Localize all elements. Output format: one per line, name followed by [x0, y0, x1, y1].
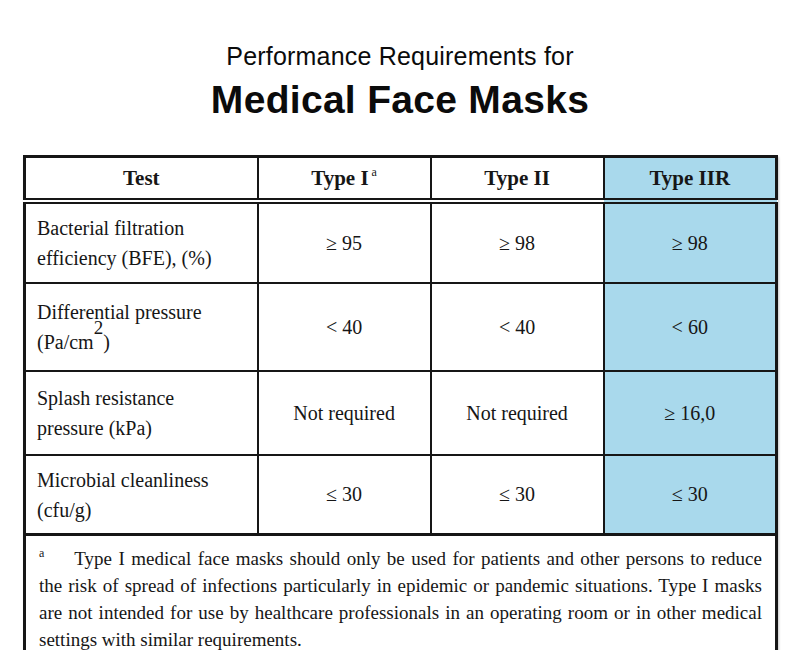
requirements-table: Test Type I a Type II Type IIR Bacterial … [23, 155, 778, 650]
footnote-row: aType I medical face masks should only b… [25, 535, 777, 650]
type2-value-cell: ≥ 98 [431, 201, 604, 283]
table-row: Microbial cleanliness (cfu/g) ≤ 30 ≤ 30 … [25, 455, 777, 535]
column-header-test-label: Test [123, 166, 160, 190]
footnote-text: aType I medical face masks should only b… [39, 545, 762, 650]
footnote-reference-marker: a [372, 165, 377, 179]
type1-value-cell: < 40 [258, 283, 431, 371]
title-subheading: Performance Requirements for [0, 42, 800, 71]
title-heading: Medical Face Masks [0, 78, 800, 122]
column-header-type2r: Type IIR [604, 157, 777, 202]
column-header-type2-label: Type II [484, 166, 550, 190]
table-header: Test Type I a Type II Type IIR [25, 157, 777, 202]
test-name-cell: Bacterial filtration efficiency (BFE), (… [25, 201, 258, 283]
page: Performance Requirements for Medical Fac… [0, 0, 800, 650]
column-header-type1-label: Type I [311, 166, 368, 190]
type1-value-cell: ≤ 30 [258, 455, 431, 535]
table-row: Differential pressure (Pa/cm2) < 40 < 40… [25, 283, 777, 371]
test-name-cell: Splash resistance pressure (kPa) [25, 371, 258, 455]
column-header-type2: Type II [431, 157, 604, 202]
type2-value-cell: Not required [431, 371, 604, 455]
type2r-value-cell: ≤ 30 [604, 455, 777, 535]
page-title: Performance Requirements for Medical Fac… [0, 42, 800, 122]
type1-value-cell: ≥ 95 [258, 201, 431, 283]
column-header-type2r-label: Type IIR [649, 166, 730, 190]
footnote-marker: a [39, 546, 44, 560]
table-row: Splash resistance pressure (kPa) Not req… [25, 371, 777, 455]
type2r-value-cell: ≥ 98 [604, 201, 777, 283]
type2r-value-cell: < 60 [604, 283, 777, 371]
column-header-test: Test [25, 157, 258, 202]
table-row: Bacterial filtration efficiency (BFE), (… [25, 201, 777, 283]
table-body: Bacterial filtration efficiency (BFE), (… [25, 201, 777, 650]
requirements-table-wrap: Test Type I a Type II Type IIR Bacterial … [23, 155, 778, 650]
type2-value-cell: ≤ 30 [431, 455, 604, 535]
test-name-cell: Differential pressure (Pa/cm2) [25, 283, 258, 371]
type2-value-cell: < 40 [431, 283, 604, 371]
column-header-type1: Type I a [258, 157, 431, 202]
footnote-body: Type I medical face masks should only be… [39, 548, 762, 650]
test-name-cell: Microbial cleanliness (cfu/g) [25, 455, 258, 535]
type1-value-cell: Not required [258, 371, 431, 455]
footnote-cell: aType I medical face masks should only b… [25, 535, 777, 650]
header-row: Test Type I a Type II Type IIR [25, 157, 777, 202]
type2r-value-cell: ≥ 16,0 [604, 371, 777, 455]
